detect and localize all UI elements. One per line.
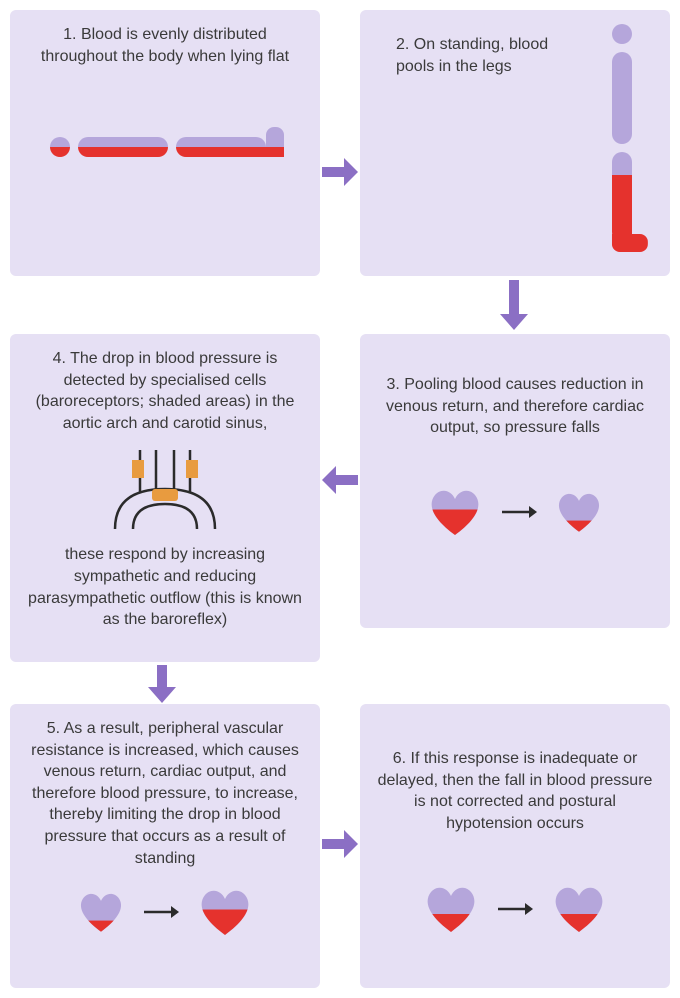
heart-icon [551, 884, 607, 934]
heart-icon [77, 890, 125, 934]
arrow-right-icon [501, 504, 537, 520]
panel-1: 1. Blood is evenly distributed throughou… [10, 10, 320, 276]
arrow-1-to-2 [322, 158, 358, 186]
panel-6: 6. If this response is inadequate or del… [360, 704, 670, 988]
hearts-row-5 [26, 887, 304, 937]
panel-4-text-bottom: these respond by increasing sympathetic … [26, 544, 304, 630]
hearts-row-3 [376, 487, 654, 537]
arrow-4-to-5 [148, 665, 176, 703]
aortic-arch-figure [26, 444, 304, 534]
heart-icon [423, 884, 479, 934]
panel-2: 2. On standing, blood pools in the legs [360, 10, 670, 276]
heart-icon [427, 487, 483, 537]
arrow-2-to-3 [500, 280, 528, 330]
panel-3-text: 3. Pooling blood causes reduction in ven… [376, 374, 654, 439]
panel-4: 4. The drop in blood pressure is detecte… [10, 334, 320, 662]
lying-figure [26, 127, 304, 187]
arrow-right-icon [143, 904, 179, 920]
arrow-5-to-6 [322, 830, 358, 858]
hearts-row-6 [376, 884, 654, 934]
heart-icon [197, 887, 253, 937]
panel-6-text: 6. If this response is inadequate or del… [376, 748, 654, 834]
heart-icon [555, 490, 603, 534]
panel-3: 3. Pooling blood causes reduction in ven… [360, 334, 670, 628]
panel-4-text-top: 4. The drop in blood pressure is detecte… [26, 348, 304, 434]
standing-figure [598, 24, 646, 254]
panel-2-text: 2. On standing, blood pools in the legs [396, 34, 566, 77]
panel-5-text: 5. As a result, peripheral vascular resi… [26, 718, 304, 869]
arrow-right-icon [497, 901, 533, 917]
panel-5: 5. As a result, peripheral vascular resi… [10, 704, 320, 988]
panel-1-text: 1. Blood is evenly distributed throughou… [26, 24, 304, 67]
arrow-3-to-4 [322, 466, 358, 494]
